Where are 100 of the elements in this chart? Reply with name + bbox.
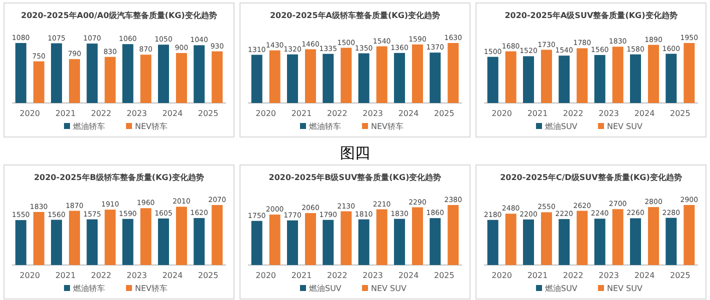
x-tick-label: 2021 [55,271,76,280]
bar [684,205,695,265]
bar [104,210,116,265]
legend-label: NEV SUV [607,122,643,131]
bar [122,218,134,265]
x-tick-label: 2023 [598,271,620,280]
bar [612,46,624,103]
bar [176,53,187,103]
x-tick-label: 2025 [434,109,454,118]
bar [376,209,388,265]
bar [487,56,498,103]
bar [322,220,334,265]
legend-label: NEV轿车 [135,122,168,131]
legend-label: 燃油SUV [545,284,578,293]
bar [269,50,280,103]
bar [648,207,659,265]
bar [305,49,316,103]
x-tick-label: 2022 [562,271,584,280]
chart-title: 2020-2025年A级SUV整备质量(KG)变化趋势 [504,10,678,20]
bar [430,52,441,103]
bar [505,51,516,103]
x-tick-label: 2023 [598,109,620,118]
chart-title: 2020-2025年B级轿车整备质量(KG)变化趋势 [34,172,204,182]
legend-label: 燃油SUV [309,284,342,293]
x-tick-label: 2022 [326,109,348,118]
x-tick-label: 2022 [90,271,112,280]
x-tick-label: 2022 [562,109,584,118]
legend-label: 燃油轿车 [73,284,105,293]
bar [630,218,641,265]
bar [376,46,388,103]
bar [194,218,205,265]
legend-label: NEV SUV [607,284,643,293]
x-tick-label: 2020 [492,109,512,118]
bar [69,210,80,265]
bar [448,43,459,103]
bar [251,54,262,103]
bar [158,44,169,103]
bar [666,54,677,103]
bar [104,56,116,103]
x-tick-label: 2023 [362,109,384,118]
bar [505,214,516,265]
x-tick-label: 2023 [362,271,384,280]
x-tick-label: 2024 [398,271,419,280]
bar [305,213,316,265]
bar [412,44,423,103]
bar [33,212,44,265]
bar [684,43,695,103]
bar [558,219,570,265]
bar [648,44,659,103]
bar [340,211,352,265]
x-tick-label: 2022 [90,109,112,118]
bar [541,50,552,103]
x-tick-label: 2021 [291,271,312,280]
bar [287,220,298,265]
x-tick-label: 2021 [291,109,312,118]
legend-label: 燃油轿车 [73,122,105,131]
bar [140,54,152,103]
bar [594,55,606,103]
bar [140,208,152,265]
bar [412,207,423,265]
bar [558,56,570,103]
x-tick-label: 2024 [398,109,419,118]
x-tick-label: 2020 [20,271,40,280]
x-tick-label: 2020 [492,271,512,280]
bar [287,54,298,103]
bar [523,219,534,265]
bar [33,61,44,103]
chart-title: 2020-2025年B级SUV整备质量(KG)变化趋势 [268,172,442,182]
chart-title: 2020-2025年C/D级SUV整备质量(KG)变化趋势 [500,172,682,182]
legend-label: 燃油轿车 [309,122,341,131]
bar [212,205,223,265]
x-tick-label: 2024 [634,271,655,280]
bar [630,54,641,103]
x-tick-label: 2020 [256,109,276,118]
x-tick-label: 2023 [126,271,148,280]
bar [594,218,606,265]
legend-label: 燃油SUV [545,122,578,131]
bar [15,43,26,103]
x-tick-label: 2025 [670,109,690,118]
bar [576,210,588,265]
legend-label: NEV SUV [371,284,407,293]
bar [51,43,62,103]
bar [487,220,498,265]
bar [51,220,62,265]
bar [358,53,370,103]
bar [86,44,98,103]
x-tick-label: 2021 [55,109,76,118]
bar [69,59,80,103]
x-tick-label: 2025 [434,271,454,280]
bar [523,56,534,103]
x-tick-label: 2025 [670,271,690,280]
text: 图四 [340,144,370,162]
bar [576,48,588,103]
legend-label: NEV轿车 [135,284,168,293]
bar [251,220,262,265]
bar [394,52,405,103]
bar [612,209,624,265]
bar [176,206,187,265]
legend-label: NEV轿车 [371,122,404,131]
bar [122,44,134,103]
